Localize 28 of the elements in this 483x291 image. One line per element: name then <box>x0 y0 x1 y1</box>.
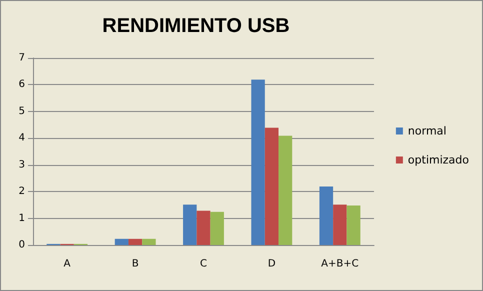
bar <box>319 186 334 245</box>
y-tick-label: 5 <box>18 106 25 117</box>
bar <box>278 136 292 245</box>
bar <box>142 238 156 245</box>
bar <box>264 128 279 245</box>
y-tick-label: 3 <box>18 159 25 170</box>
y-tick-label: 0 <box>18 240 25 250</box>
bar <box>114 238 128 245</box>
y-tick-label: 1 <box>18 212 25 224</box>
bar <box>196 210 210 245</box>
bar <box>346 205 360 245</box>
x-tick-label: A <box>64 258 71 270</box>
y-tick-label: 6 <box>18 79 25 90</box>
x-tick-label: A+B+C <box>321 258 359 270</box>
bar <box>128 238 142 245</box>
y-tick-label: 2 <box>18 186 25 198</box>
bar <box>210 212 224 245</box>
chart-title: RENDIMIENTO USB <box>102 15 290 37</box>
y-tick-label: 4 <box>18 132 25 144</box>
bar <box>333 204 347 245</box>
bar <box>251 80 265 245</box>
bar <box>183 204 197 245</box>
legend-label: normal <box>408 124 446 138</box>
x-tick-label: B <box>132 258 139 270</box>
y-tick-label: 7 <box>18 52 25 64</box>
legend-label: optimizado <box>408 154 470 166</box>
x-tick-label: D <box>268 258 276 270</box>
x-tick-label: C <box>200 258 208 270</box>
